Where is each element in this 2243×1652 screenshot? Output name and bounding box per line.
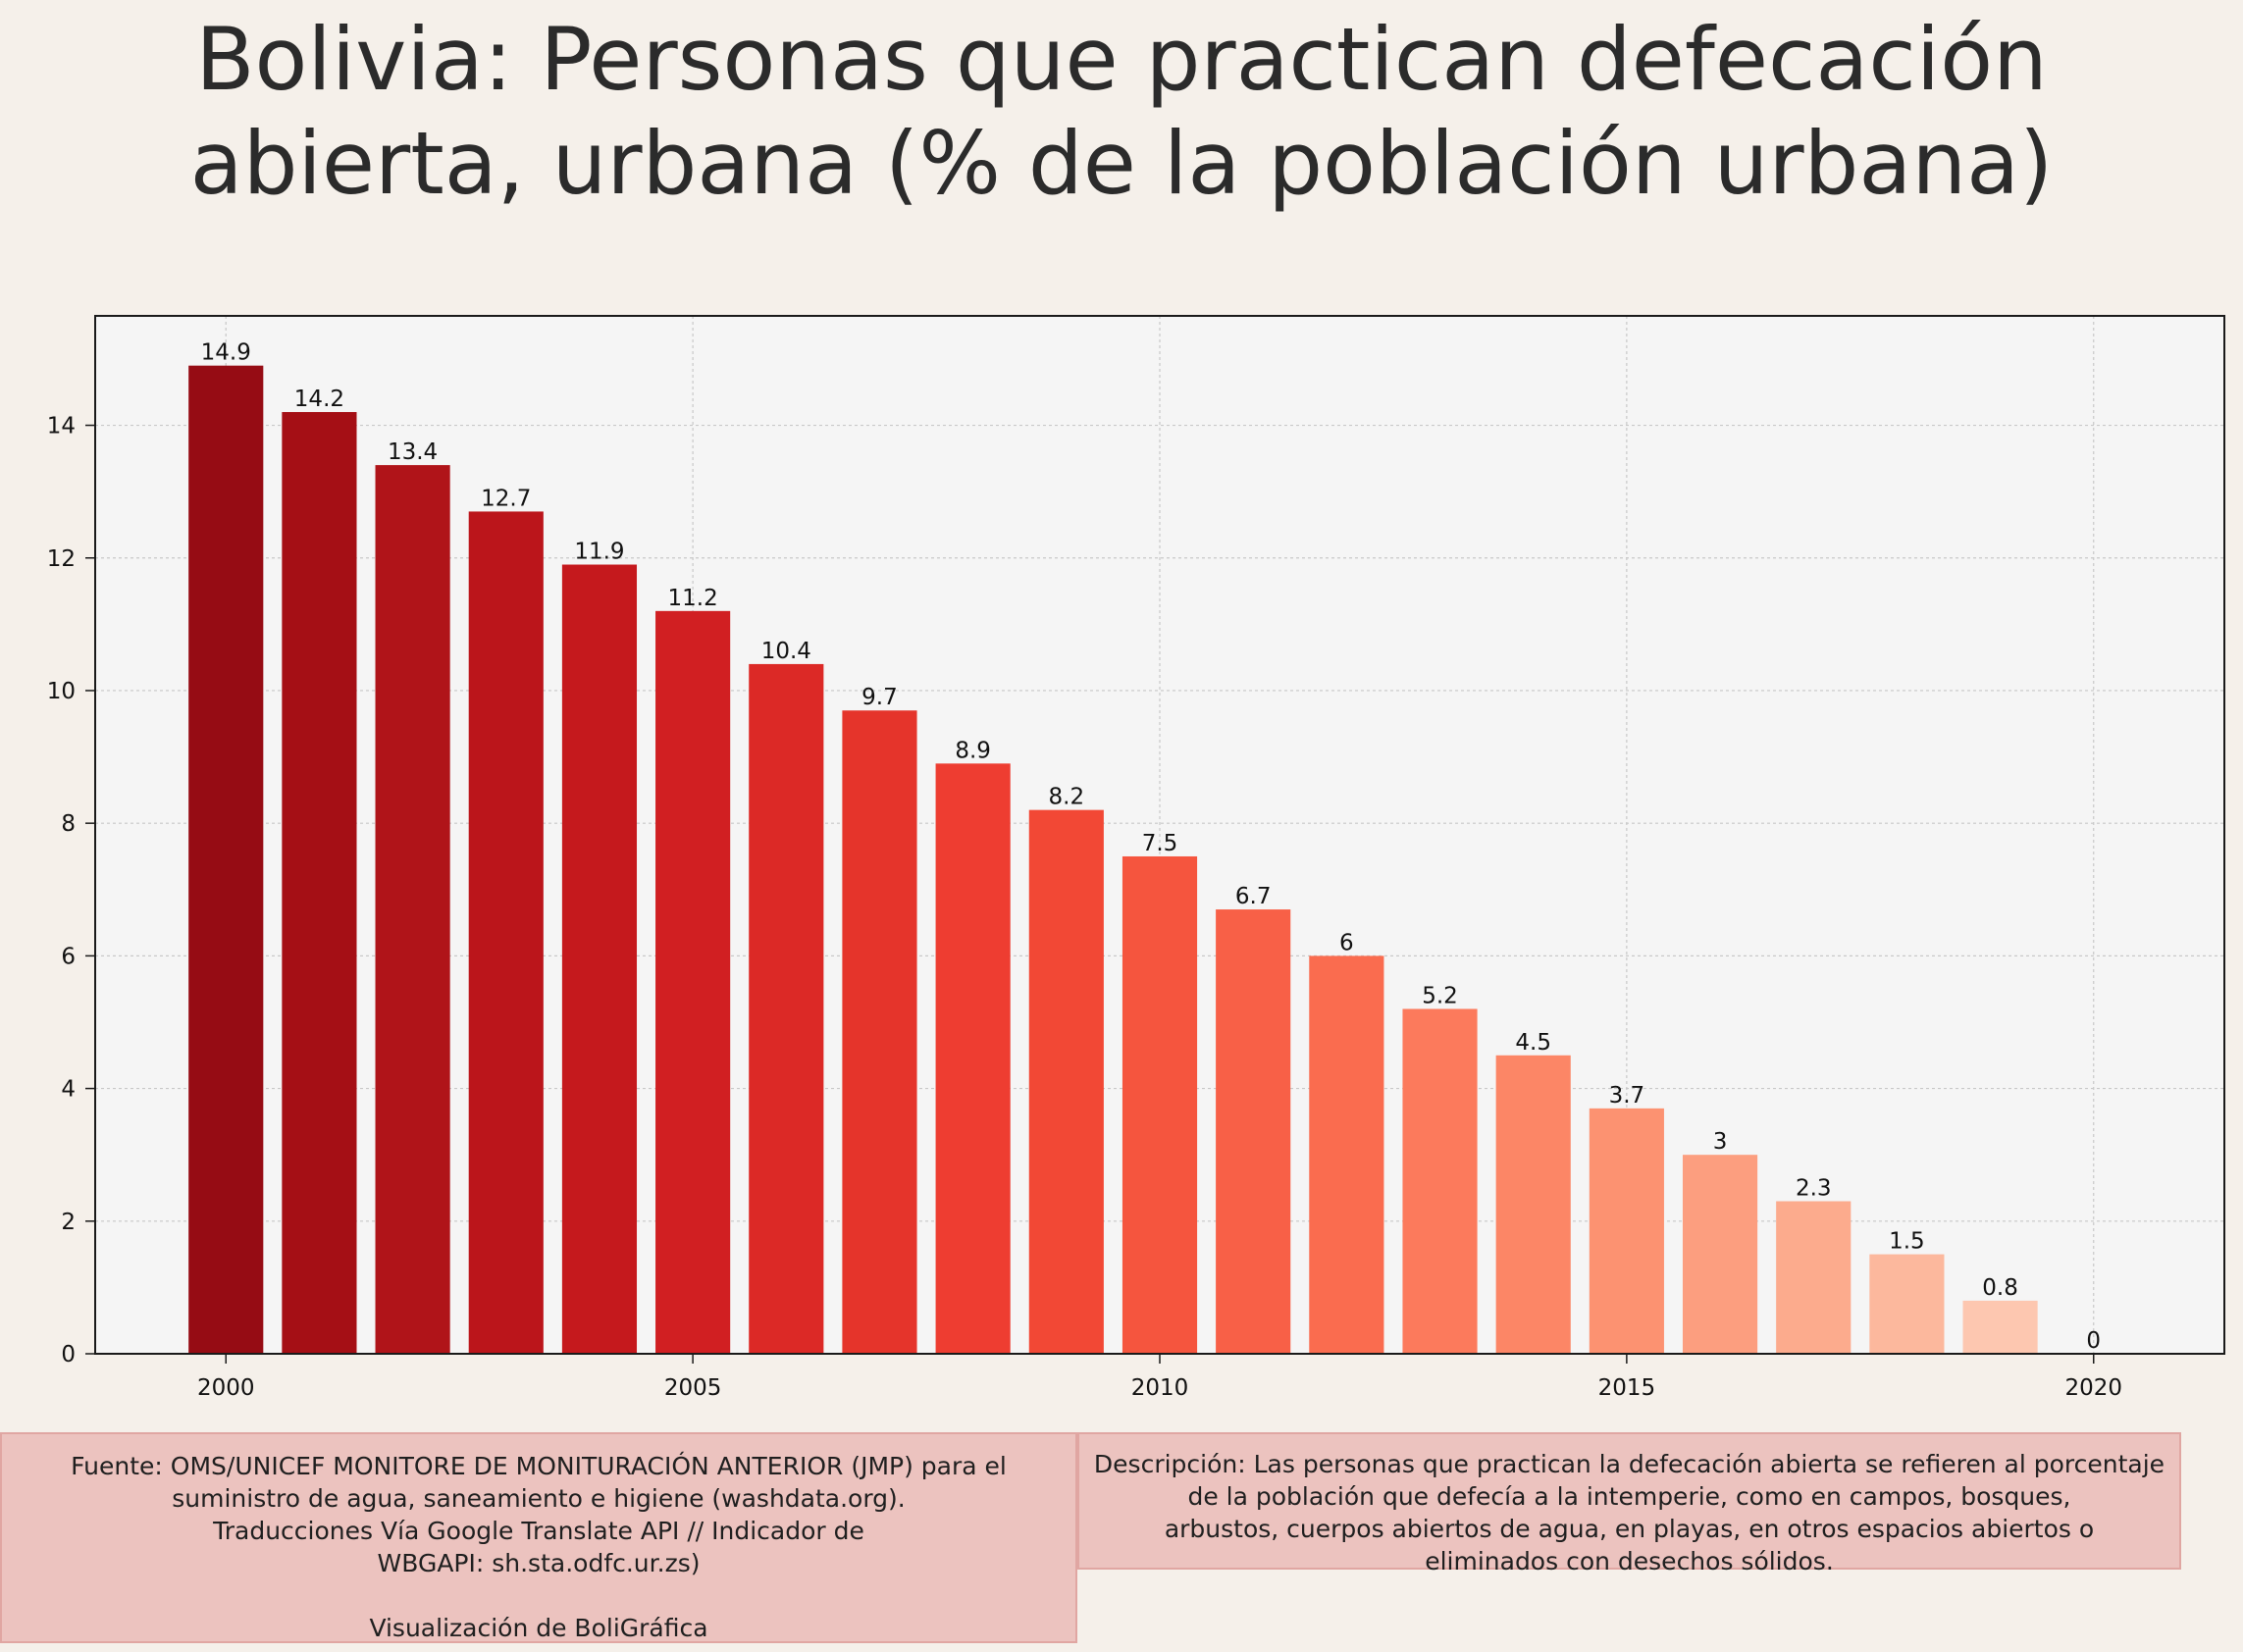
chart-title-line: abierta, urbana (% de la población urban… — [189, 113, 2054, 214]
x-tick-label: 2010 — [1131, 1375, 1189, 1401]
source-text-line: Traducciones Vía Google Translate API //… — [213, 1517, 864, 1545]
y-tick-label: 14 — [47, 414, 76, 439]
description-text-line: Descripción: Las personas que practican … — [1093, 1450, 2165, 1478]
bar — [1028, 809, 1104, 1354]
bar — [935, 763, 1011, 1354]
bar-value-label: 2.3 — [1796, 1176, 1832, 1202]
bar — [375, 465, 450, 1354]
y-axis: 0 2 4 6 8 10 12 14 — [47, 414, 95, 1368]
description-text-line: arbustos, cuerpos abiertos de agua, en p… — [1164, 1515, 2095, 1543]
y-tick-label: 12 — [47, 546, 76, 572]
description-box: Descripción: Las personas que practican … — [1077, 1432, 2181, 1575]
y-tick-label: 2 — [61, 1210, 76, 1235]
x-tick-label: 2005 — [664, 1375, 722, 1401]
credit-text: Visualización de BoliGráfica — [369, 1614, 708, 1642]
y-tick-label: 0 — [61, 1342, 76, 1368]
bar-value-labels: 14.9 14.2 13.4 12.7 11.9 11.2 10.4 9.7 8.9 8.2 7.5… — [201, 340, 2101, 1354]
bar — [1495, 1055, 1571, 1354]
y-tick-label: 4 — [61, 1077, 76, 1103]
bar-value-label: 0.8 — [1982, 1275, 2018, 1301]
bar — [1309, 955, 1384, 1354]
bar — [749, 663, 824, 1354]
bar — [561, 564, 638, 1354]
bar-value-label: 7.5 — [1142, 831, 1178, 856]
bar — [1402, 1008, 1478, 1354]
bar — [1589, 1108, 1664, 1354]
bar-value-label: 11.2 — [668, 586, 718, 611]
bar — [188, 365, 264, 1354]
x-axis: 2000 2005 2010 2015 2020 — [197, 1354, 2122, 1401]
bar — [282, 412, 357, 1354]
y-tick-label: 8 — [61, 811, 76, 837]
bar-value-label: 6 — [1339, 930, 1354, 955]
bar-value-label: 1.5 — [1889, 1229, 1925, 1255]
bars — [188, 365, 2038, 1354]
description-text-line: de la población que defecía a la intempe… — [1187, 1482, 2071, 1511]
source-text-line: WBGAPI: sh.sta.odfc.ur.zs) — [377, 1549, 701, 1577]
source-text-line: suministro de agua, saneamiento e higien… — [172, 1484, 906, 1513]
bar — [468, 511, 544, 1354]
bar — [1216, 909, 1291, 1354]
x-tick-label: 2000 — [197, 1375, 255, 1401]
chart-title: Bolivia: Personas que practican defecaci… — [0, 8, 2243, 216]
y-tick-label: 6 — [61, 944, 76, 969]
bar-value-label: 11.9 — [574, 540, 624, 565]
bar — [842, 710, 917, 1354]
source-box: Fuente: OMS/UNICEF MONITORE DE MONITURAC… — [0, 1432, 1077, 1643]
description-text-line: eliminados con desechos sólidos. — [1425, 1547, 1834, 1575]
chart-title-line: Bolivia: Personas que practican defecaci… — [195, 9, 2048, 110]
bar-value-label: 3 — [1713, 1129, 1728, 1155]
bar-value-label: 5.2 — [1422, 983, 1458, 1008]
bar-value-label: 12.7 — [481, 486, 531, 511]
bar-value-label: 10.4 — [761, 639, 811, 664]
bar-value-label: 6.7 — [1235, 884, 1272, 909]
bar-chart: 14.9 14.2 13.4 12.7 11.9 11.2 10.4 9.7 8.9 8.2 7.5… — [47, 315, 2225, 1401]
bar-value-label: 8.2 — [1049, 785, 1085, 810]
bar — [655, 610, 731, 1354]
bar-value-label: 8.9 — [955, 738, 991, 763]
bar-value-label: 0 — [2086, 1328, 2101, 1354]
y-tick-label: 10 — [47, 679, 76, 704]
bar-value-label: 13.4 — [388, 439, 438, 465]
bar — [1962, 1300, 2038, 1354]
bar — [1682, 1155, 1758, 1354]
bar-value-label: 4.5 — [1515, 1030, 1551, 1056]
x-tick-label: 2020 — [2064, 1375, 2122, 1401]
bar — [1869, 1254, 1945, 1354]
bar — [1776, 1201, 1852, 1354]
bar-value-label: 9.7 — [861, 685, 898, 710]
x-tick-label: 2015 — [1598, 1375, 1656, 1401]
bar — [1122, 855, 1198, 1354]
source-text-line: Fuente: OMS/UNICEF MONITORE DE MONITURAC… — [71, 1452, 1007, 1480]
bar-value-label: 3.7 — [1609, 1083, 1645, 1109]
bar-value-label: 14.9 — [201, 340, 251, 366]
bar-value-label: 14.2 — [294, 387, 344, 412]
